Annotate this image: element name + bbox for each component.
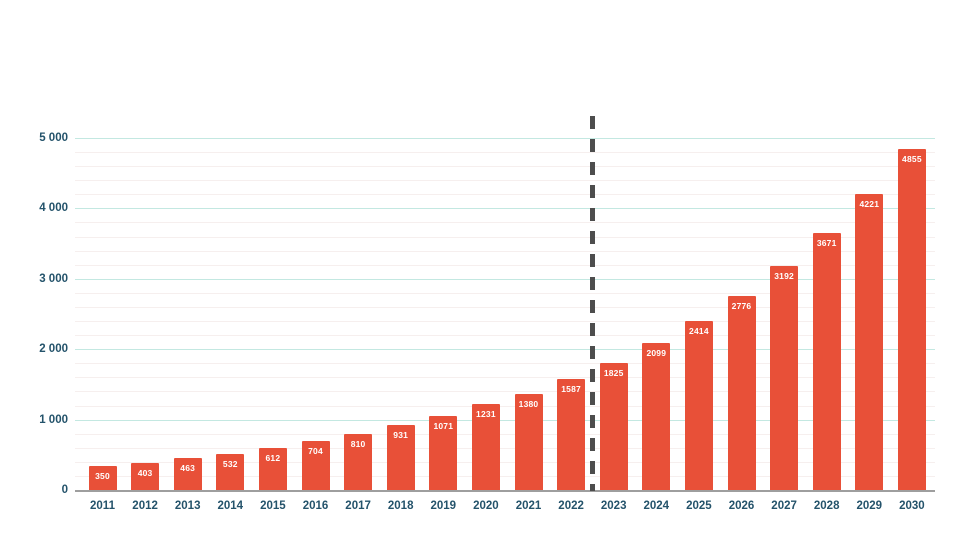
x-tick-label-2030: 2030 xyxy=(899,500,925,512)
y-tick-label: 3 000 xyxy=(39,272,68,285)
bar-2014: 532 xyxy=(216,453,245,491)
minor-gridline xyxy=(75,405,935,407)
bar-value-label: 2414 xyxy=(689,326,709,337)
bar-value-label: 931 xyxy=(393,430,409,441)
bar-2011: 350 xyxy=(88,466,117,491)
minor-gridline xyxy=(75,306,935,308)
minor-gridline xyxy=(75,321,935,323)
x-tick-label-2018: 2018 xyxy=(387,500,414,512)
bar-2030: 4855 xyxy=(897,149,926,491)
minor-gridline xyxy=(75,391,935,393)
x-tick-label-2013: 2013 xyxy=(174,500,201,512)
x-tick-label-2025: 2025 xyxy=(686,500,712,512)
x-tick-label-2016: 2016 xyxy=(302,500,329,512)
bar-value-label: 4855 xyxy=(902,154,922,165)
bar-2026: 2776 xyxy=(727,295,756,491)
major-gridline xyxy=(75,419,935,421)
bar-value-label: 350 xyxy=(95,471,110,482)
minor-gridline xyxy=(75,180,935,182)
minor-gridline xyxy=(75,447,935,449)
x-tick-label-2024: 2024 xyxy=(643,500,670,512)
x-tick-label-2020: 2020 xyxy=(473,500,499,512)
minor-gridline xyxy=(75,335,935,337)
bar-2013: 463 xyxy=(173,458,202,491)
minor-gridline xyxy=(75,222,935,224)
bar-2015: 612 xyxy=(258,447,287,491)
bar-2028: 3671 xyxy=(812,232,841,491)
x-tick-label-2028: 2028 xyxy=(813,500,840,512)
minor-gridline xyxy=(75,166,935,168)
x-tick-label-2022: 2022 xyxy=(558,500,584,512)
minor-gridline xyxy=(75,236,935,238)
y-tick-label: 2 000 xyxy=(39,343,68,356)
major-gridline xyxy=(75,208,935,210)
x-tick-label-2023: 2023 xyxy=(600,500,627,512)
bar-value-label: 2776 xyxy=(731,300,752,311)
bar-value-label: 810 xyxy=(350,438,366,449)
minor-gridline xyxy=(75,377,935,379)
bar-value-label: 3192 xyxy=(774,271,794,282)
bar-2022: 1587 xyxy=(557,379,586,491)
minor-gridline xyxy=(75,264,935,266)
bar-2020: 1231 xyxy=(471,404,500,491)
bar-2027: 3192 xyxy=(770,266,799,491)
bar-2019: 1071 xyxy=(429,415,458,491)
minor-gridline xyxy=(75,363,935,365)
minor-gridline xyxy=(75,433,935,435)
x-tick-label-2015: 2015 xyxy=(260,500,286,512)
bar-2017: 810 xyxy=(344,433,373,491)
bar-2029: 4221 xyxy=(855,193,884,491)
bar-value-label: 704 xyxy=(308,446,323,457)
x-tick-label-2017: 2017 xyxy=(345,500,371,512)
forecast-divider-dashed-line xyxy=(589,116,595,491)
bar-2018: 931 xyxy=(386,425,415,491)
y-tick-label: 1 000 xyxy=(39,413,68,426)
bar-value-label: 463 xyxy=(180,463,196,474)
bar-2023: 1825 xyxy=(599,362,628,491)
bar-value-label: 1231 xyxy=(476,409,496,420)
bar-value-label: 1587 xyxy=(561,384,581,395)
x-tick-label-2012: 2012 xyxy=(132,500,158,512)
y-tick-label: 4 000 xyxy=(39,202,68,215)
minor-gridline xyxy=(75,194,935,196)
x-tick-label-2019: 2019 xyxy=(430,500,457,512)
bar-2025: 2414 xyxy=(684,321,713,491)
bar-2016: 704 xyxy=(301,441,330,491)
x-tick-label-2014: 2014 xyxy=(217,500,244,512)
bar-value-label: 403 xyxy=(137,467,153,478)
minor-gridline xyxy=(75,475,935,477)
x-tick-label-2011: 2011 xyxy=(90,500,115,512)
bar-value-label: 4221 xyxy=(859,198,880,209)
minor-gridline xyxy=(75,250,935,252)
bar-value-label: 1825 xyxy=(603,367,624,378)
minor-gridline xyxy=(75,461,935,463)
bar-value-label: 532 xyxy=(222,458,238,469)
y-tick-label: 5 000 xyxy=(39,132,68,144)
major-gridline xyxy=(75,349,935,351)
x-tick-label-2021: 2021 xyxy=(515,500,542,512)
bar-value-label: 1071 xyxy=(433,420,454,431)
minor-gridline xyxy=(75,292,935,294)
bar-value-label: 1380 xyxy=(518,398,539,409)
bar-value-label: 612 xyxy=(265,452,281,463)
y-tick-label: 0 xyxy=(61,484,68,496)
x-tick-label-2026: 2026 xyxy=(728,500,755,512)
bar-2021: 1380 xyxy=(514,393,543,491)
x-axis-baseline xyxy=(75,490,935,492)
minor-gridline xyxy=(75,152,935,154)
bar-2012: 403 xyxy=(131,462,160,491)
bar-2024: 2099 xyxy=(642,343,671,491)
major-gridline xyxy=(75,278,935,280)
x-tick-label-2027: 2027 xyxy=(771,500,797,512)
major-gridline xyxy=(75,138,935,139)
bar-value-label: 2099 xyxy=(646,348,667,359)
x-tick-label-2029: 2029 xyxy=(856,500,883,512)
bar-value-label: 3671 xyxy=(816,237,837,248)
